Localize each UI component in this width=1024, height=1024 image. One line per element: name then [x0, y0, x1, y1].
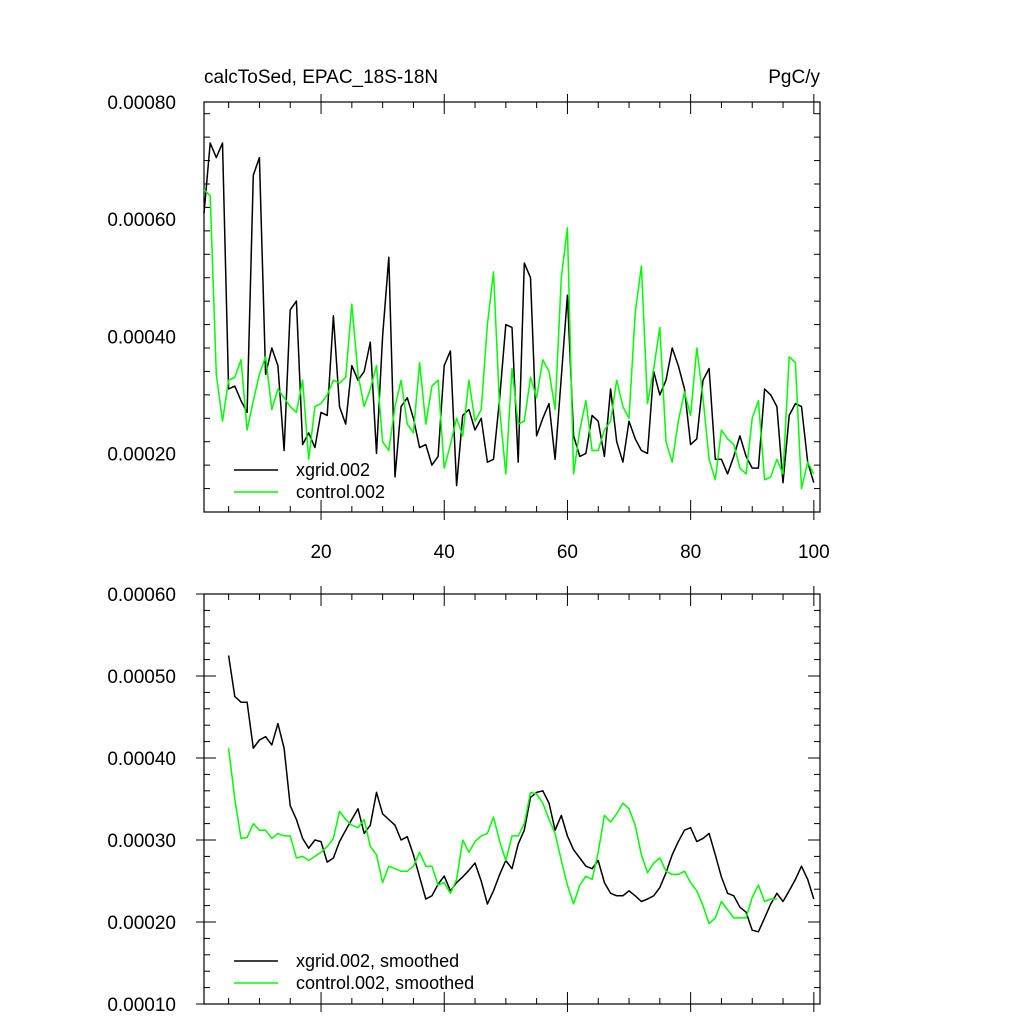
top-panel: calcToSed, EPAC_18S-18N PgC/y 0.00020 0.…: [107, 67, 829, 563]
top-x-tick-label-100: 100: [798, 542, 830, 563]
top-x-tick-label-80: 80: [680, 542, 701, 563]
top-series-control-line: [203, 189, 815, 490]
bottom-y-tick-label-5: 0.00050: [107, 667, 176, 688]
top-y-tick-label-1: 0.00020: [107, 444, 176, 465]
top-y-tick-label-3: 0.00060: [107, 210, 176, 231]
bottom-panel: 0.00010 0.00020 0.00030 0.00040 0.00050 …: [107, 585, 821, 1016]
top-x-tick-label-40: 40: [434, 542, 455, 563]
top-x-tick-label-20: 20: [310, 542, 331, 563]
top-legend-label-control: control.002: [296, 482, 385, 502]
top-panel-title: calcToSed, EPAC_18S-18N: [204, 67, 438, 88]
top-x-tick-labels: 20 40 60 80 100: [310, 542, 829, 563]
top-ticks: [204, 94, 820, 520]
top-y-tick-labels: 0.00020 0.00040 0.00060 0.00080: [107, 93, 176, 465]
bottom-ticks: [196, 586, 820, 1012]
bottom-y-tick-label-1: 0.00010: [107, 995, 176, 1016]
top-legend: xgrid.002 control.002: [234, 460, 385, 502]
bottom-legend-label-control: control.002, smoothed: [296, 973, 474, 993]
top-panel-units: PgC/y: [768, 67, 820, 88]
bottom-y-tick-label-3: 0.00030: [107, 831, 176, 852]
bottom-series-xgrid-smoothed-line: [227, 655, 815, 933]
bottom-series-control-smoothed-line: [227, 748, 777, 925]
bottom-plot-frame: [203, 593, 821, 1005]
bottom-y-tick-label-2: 0.00020: [107, 913, 176, 934]
bottom-y-tick-label-6: 0.00060: [107, 585, 176, 606]
top-x-tick-label-60: 60: [557, 542, 578, 563]
top-legend-label-xgrid: xgrid.002: [296, 460, 370, 480]
bottom-y-tick-labels: 0.00010 0.00020 0.00030 0.00040 0.00050 …: [107, 585, 176, 1016]
top-y-tick-label-4: 0.00080: [107, 93, 176, 114]
top-y-tick-label-2: 0.00040: [107, 327, 176, 348]
bottom-legend: xgrid.002, smoothed control.002, smoothe…: [234, 951, 474, 993]
bottom-legend-label-xgrid: xgrid.002, smoothed: [296, 951, 459, 971]
bottom-y-tick-label-4: 0.00040: [107, 749, 176, 770]
top-series-xgrid-line: [203, 142, 815, 487]
top-plot-frame: [203, 101, 821, 513]
